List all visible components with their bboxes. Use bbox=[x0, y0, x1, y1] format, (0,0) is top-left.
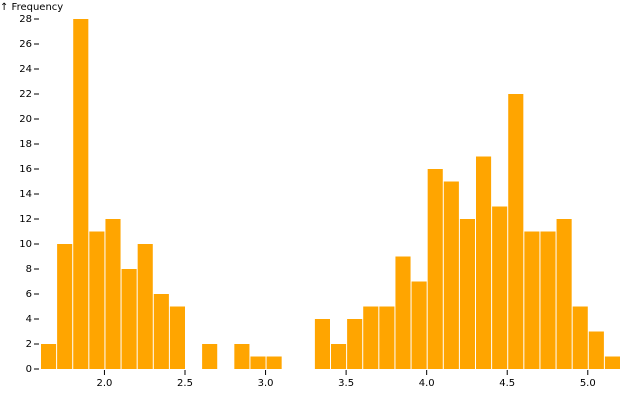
y-tick-label: 10 bbox=[19, 239, 32, 250]
x-tick-label: 2.5 bbox=[177, 378, 193, 389]
bar bbox=[427, 169, 443, 369]
x-tick-label: 5.0 bbox=[580, 378, 596, 389]
y-tick-label: 20 bbox=[19, 114, 32, 125]
y-tick-label: 28 bbox=[19, 14, 32, 25]
bar bbox=[476, 156, 492, 369]
y-tick-label: 12 bbox=[19, 214, 32, 225]
bar bbox=[540, 231, 556, 369]
y-tick-label: 6 bbox=[26, 289, 32, 300]
x-tick-label: 3.0 bbox=[258, 378, 274, 389]
bar bbox=[556, 219, 572, 369]
bar bbox=[508, 94, 524, 369]
bar bbox=[411, 281, 427, 369]
bar bbox=[314, 319, 330, 369]
y-tick-label: 8 bbox=[26, 264, 32, 275]
bar bbox=[41, 344, 57, 369]
bar bbox=[137, 244, 153, 369]
y-axis-label: ↑ Frequency bbox=[0, 2, 63, 13]
y-tick-label: 2 bbox=[26, 339, 32, 350]
bar bbox=[57, 244, 73, 369]
y-tick-label: 16 bbox=[19, 164, 32, 175]
x-tick-label: 3.5 bbox=[338, 378, 354, 389]
bar bbox=[588, 331, 604, 369]
bar bbox=[459, 219, 475, 369]
bar bbox=[524, 231, 540, 369]
bar bbox=[89, 231, 105, 369]
bar bbox=[169, 306, 185, 369]
y-tick-label: 4 bbox=[26, 314, 32, 325]
bar bbox=[234, 344, 250, 369]
bar bbox=[331, 344, 347, 369]
x-tick-label: 4.0 bbox=[419, 378, 435, 389]
y-tick-label: 18 bbox=[19, 139, 32, 150]
bar bbox=[443, 181, 459, 369]
bar bbox=[266, 356, 282, 369]
bar bbox=[379, 306, 395, 369]
bar bbox=[250, 356, 266, 369]
y-tick-label: 22 bbox=[19, 89, 32, 100]
bar bbox=[153, 294, 169, 369]
y-tick-label: 0 bbox=[26, 364, 32, 375]
bar bbox=[105, 219, 121, 369]
y-tick-label: 24 bbox=[19, 64, 32, 75]
bar bbox=[121, 269, 137, 369]
bar bbox=[572, 306, 588, 369]
bar bbox=[202, 344, 218, 369]
bar bbox=[73, 19, 89, 369]
y-tick-label: 26 bbox=[19, 39, 32, 50]
x-tick-label: 2.0 bbox=[96, 378, 112, 389]
bar bbox=[395, 256, 411, 369]
x-tick-label: 4.5 bbox=[499, 378, 515, 389]
bar bbox=[492, 206, 508, 369]
bar bbox=[363, 306, 379, 369]
bar bbox=[347, 319, 363, 369]
y-tick-label: 14 bbox=[19, 189, 32, 200]
bar bbox=[604, 356, 620, 369]
